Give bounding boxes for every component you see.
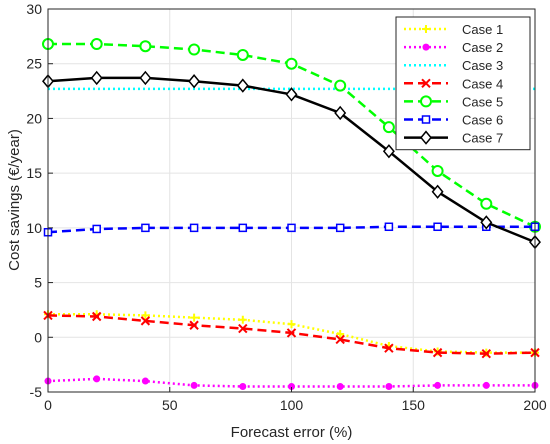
series-point [336,383,344,391]
y-tick-label: 30 [26,1,42,17]
series-point [481,348,492,359]
series-point [334,79,347,92]
legend-item: Case 3 [404,58,503,73]
series-point [139,70,152,86]
y-axis-label: Cost savings (€/year) [6,129,23,271]
series-point [287,320,296,329]
series-point [482,381,490,389]
series-point [190,381,198,389]
series-point [189,223,199,233]
series-point [188,43,201,56]
y-axis-ticks: -5 0 5 10 15 20 25 30 [26,1,53,400]
legend-swatch-marker [421,115,431,124]
series-point [285,87,298,102]
series-line [47,377,535,388]
series-2 [44,375,539,391]
series-point [92,224,101,234]
legend-swatch-marker [422,25,430,33]
series-point [336,330,345,339]
legend: Case 1 Case 2 Case 3 Case 4 Case 5 Case 6 Case… [395,16,531,151]
legend-label: Case 4 [462,76,503,91]
series-point [236,78,249,93]
series-7 [42,70,541,250]
series-point [384,222,394,232]
legend-item: Case 6 [404,113,503,128]
series-point [432,347,443,358]
x-tick-label: 0 [44,397,52,413]
series-point [286,328,297,338]
y-tick-label: 20 [26,110,42,126]
y-tick-label: 5 [34,275,42,291]
legend-label: Case 1 [462,22,503,37]
legend-swatch-marker [421,78,431,89]
x-tick-label: 200 [523,397,547,413]
legend-item: Case 2 [404,40,503,55]
x-tick-label: 50 [162,397,178,413]
y-tick-label: -5 [30,384,43,400]
y-tick-label: 10 [26,220,42,236]
series-point [90,38,103,51]
legend-label: Case 3 [462,58,503,73]
legend-swatch-marker [420,95,432,108]
series-point [90,70,103,86]
series-point [141,223,150,233]
series-point [431,164,444,177]
series-point [91,311,102,322]
legend-label: Case 5 [462,94,503,109]
series-point [385,383,393,391]
series-point [433,222,442,232]
series-point [288,383,295,391]
series-point [190,313,199,322]
legend-item: Case 5 [404,94,503,109]
x-axis-label: Forecast error (%) [231,424,353,441]
series-point [141,377,149,385]
series-point [238,323,248,334]
x-tick-label: 100 [280,397,304,413]
legend-label: Case 2 [462,40,503,55]
series-point [285,57,298,70]
legend-swatch-marker [420,130,432,145]
series-point [384,343,394,353]
x-tick-label: 150 [402,397,426,413]
series-point [434,381,442,389]
legend-item: Case 1 [404,22,503,37]
legend-item: Case 4 [404,76,503,91]
series-point [189,320,199,330]
series-point [140,316,151,326]
series-point [141,311,150,320]
series-point [236,48,249,61]
series-point [382,121,395,134]
y-tick-label: 15 [26,165,42,181]
series-point [239,383,247,391]
series-point [287,223,296,233]
series-layer [42,38,541,391]
series-line [48,313,535,354]
series-point [334,105,347,121]
y-tick-label: 0 [34,329,42,345]
y-tick-label: 25 [26,56,42,72]
series-point [93,375,101,383]
series-point [431,184,444,199]
legend-swatch-marker [422,43,430,51]
series-point [335,223,345,233]
series-point [480,215,493,230]
series-point [480,197,493,210]
series-point [382,144,395,159]
series-point [188,74,201,89]
series-point [238,223,248,233]
legend-item: Case 7 [404,130,503,146]
series-point [238,315,247,324]
legend-label: Case 7 [462,131,503,146]
x-axis-ticks: 0 50 100 150 200 [44,387,547,413]
series-point [139,40,152,53]
series-point [335,334,345,345]
legend-label: Case 6 [462,113,503,128]
series-6 [43,222,540,237]
